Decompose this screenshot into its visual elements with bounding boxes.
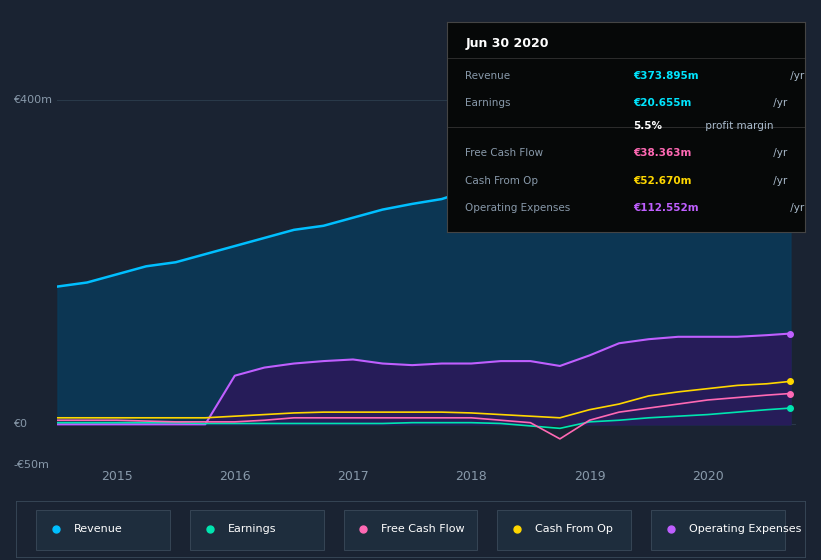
Text: 5.5%: 5.5% <box>633 121 663 131</box>
FancyBboxPatch shape <box>343 510 478 550</box>
Text: /yr: /yr <box>787 203 805 213</box>
Text: Cash From Op: Cash From Op <box>535 524 613 534</box>
Text: Revenue: Revenue <box>74 524 122 534</box>
Text: /yr: /yr <box>787 71 805 81</box>
Text: Operating Expenses: Operating Expenses <box>466 203 571 213</box>
Text: €0: €0 <box>13 419 27 430</box>
Text: €373.895m: €373.895m <box>633 71 699 81</box>
Text: Revenue: Revenue <box>466 71 511 81</box>
FancyBboxPatch shape <box>190 510 323 550</box>
Text: Operating Expenses: Operating Expenses <box>689 524 801 534</box>
Text: /yr: /yr <box>770 176 787 186</box>
Text: -€50m: -€50m <box>13 460 49 470</box>
FancyBboxPatch shape <box>498 510 631 550</box>
Text: profit margin: profit margin <box>702 121 773 131</box>
Text: €112.552m: €112.552m <box>633 203 699 213</box>
Text: Cash From Op: Cash From Op <box>466 176 539 186</box>
Text: €38.363m: €38.363m <box>633 148 691 158</box>
Text: /yr: /yr <box>770 148 787 158</box>
Text: /yr: /yr <box>770 98 787 108</box>
Text: Earnings: Earnings <box>227 524 276 534</box>
FancyBboxPatch shape <box>36 510 170 550</box>
Text: €400m: €400m <box>13 95 53 105</box>
Text: Jun 30 2020: Jun 30 2020 <box>466 37 548 50</box>
Text: €20.655m: €20.655m <box>633 98 691 108</box>
Text: Free Cash Flow: Free Cash Flow <box>466 148 544 158</box>
FancyBboxPatch shape <box>651 510 785 550</box>
Text: Free Cash Flow: Free Cash Flow <box>381 524 465 534</box>
Text: €52.670m: €52.670m <box>633 176 691 186</box>
Text: Earnings: Earnings <box>466 98 511 108</box>
